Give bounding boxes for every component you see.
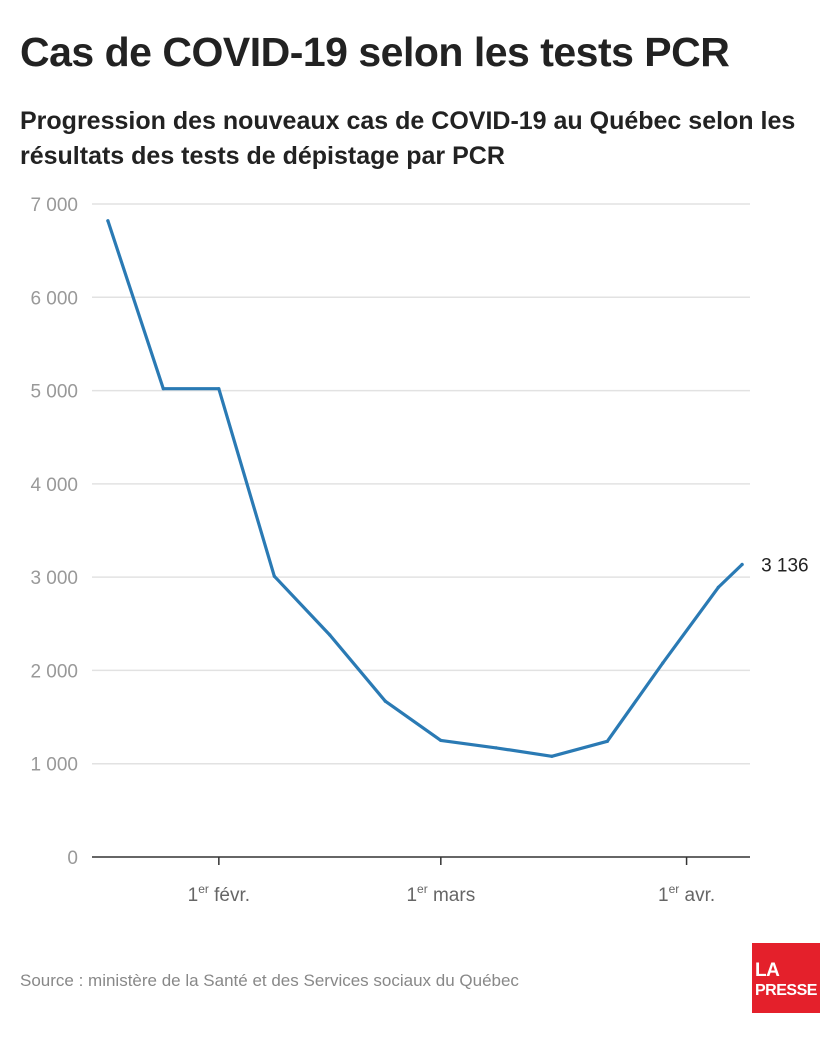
end-value-label: 3 136 <box>761 555 809 576</box>
y-tick-label: 7 000 <box>30 195 78 216</box>
x-tick-label: 1er avr. <box>658 882 715 906</box>
data-point <box>217 387 221 391</box>
data-point <box>716 585 720 590</box>
y-tick-label: 4 000 <box>30 475 78 496</box>
data-point <box>161 387 165 391</box>
data-point <box>661 661 665 665</box>
data-point <box>328 633 332 637</box>
y-tick-label: 5 000 <box>30 382 78 403</box>
data-point <box>550 754 554 758</box>
chart-title: Cas de COVID-19 selon les tests PCR <box>20 29 730 75</box>
line-chart: 0 1 000 2 000 3 000 4 000 5 000 6 000 7 000 1er … <box>30 195 809 906</box>
y-tick-label: 6 000 <box>30 288 78 309</box>
data-point <box>383 699 387 703</box>
data-point <box>272 574 276 578</box>
chart-subtitle: Progression des nouveaux cas de COVID-19… <box>20 107 796 170</box>
y-tick-label: 2 000 <box>30 661 78 682</box>
logo-line1: LA <box>755 960 780 981</box>
data-point <box>605 739 609 743</box>
y-tick-label: 1 000 <box>30 755 78 776</box>
logo-line2: PRESSE <box>755 982 817 999</box>
y-tick-label: 3 000 <box>30 568 78 589</box>
series-line <box>106 219 744 758</box>
data-point <box>106 219 110 223</box>
data-point <box>439 738 443 742</box>
la-presse-logo: LA PRESSE <box>752 943 820 1013</box>
x-tick-label: 1er mars <box>406 882 475 906</box>
data-point <box>494 746 498 750</box>
data-point <box>740 562 744 567</box>
y-tick-label: 0 <box>67 848 78 869</box>
x-tick-label: 1er févr. <box>188 882 250 906</box>
source-note: Source : ministère de la Santé et des Se… <box>20 971 519 990</box>
